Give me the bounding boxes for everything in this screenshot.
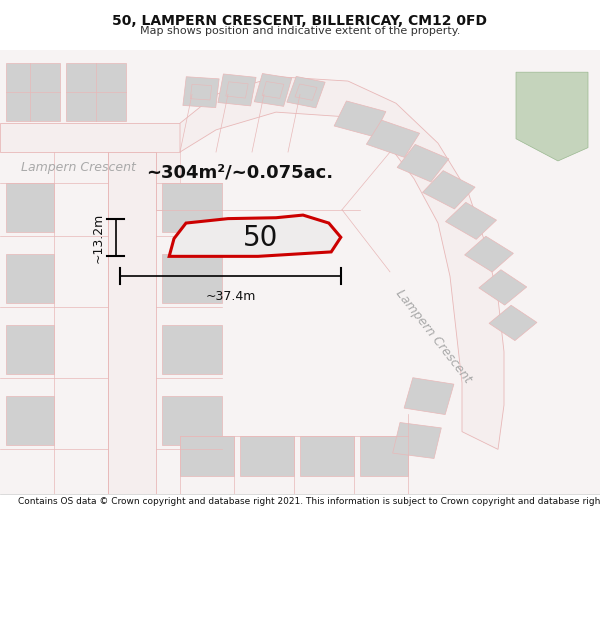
Bar	[6, 325, 54, 374]
Bar	[162, 183, 222, 232]
Polygon shape	[180, 77, 504, 449]
Text: ~304m²/~0.075ac.: ~304m²/~0.075ac.	[146, 163, 334, 181]
Bar	[162, 396, 222, 445]
Polygon shape	[295, 84, 317, 100]
Text: Contains OS data © Crown copyright and database right 2021. This information is : Contains OS data © Crown copyright and d…	[18, 497, 600, 506]
Bar	[6, 254, 54, 303]
Text: 50: 50	[244, 224, 278, 252]
Polygon shape	[108, 152, 156, 494]
Text: Lampern Crescent: Lampern Crescent	[393, 287, 474, 386]
Bar	[162, 325, 222, 374]
Polygon shape	[392, 422, 442, 459]
Polygon shape	[254, 74, 292, 106]
Polygon shape	[404, 378, 454, 414]
Polygon shape	[190, 84, 212, 100]
Bar	[6, 396, 54, 445]
Polygon shape	[226, 82, 248, 98]
Bar	[240, 436, 294, 476]
Bar	[162, 254, 222, 303]
Text: ~37.4m: ~37.4m	[205, 289, 256, 302]
Polygon shape	[218, 74, 256, 106]
Polygon shape	[6, 63, 60, 121]
Bar	[180, 436, 234, 476]
Polygon shape	[169, 215, 341, 256]
Polygon shape	[422, 171, 475, 209]
Polygon shape	[397, 144, 449, 182]
Polygon shape	[445, 202, 497, 239]
Polygon shape	[334, 101, 386, 137]
Polygon shape	[156, 152, 180, 210]
Polygon shape	[287, 76, 325, 108]
Text: Map shows position and indicative extent of the property.: Map shows position and indicative extent…	[140, 26, 460, 36]
Bar	[360, 436, 408, 476]
Text: ~13.2m: ~13.2m	[92, 213, 105, 262]
Text: Lampern Crescent: Lampern Crescent	[21, 161, 136, 174]
Polygon shape	[489, 305, 537, 341]
Polygon shape	[66, 63, 126, 121]
Bar	[300, 436, 354, 476]
Text: 50, LAMPERN CRESCENT, BILLERICAY, CM12 0FD: 50, LAMPERN CRESCENT, BILLERICAY, CM12 0…	[113, 14, 487, 28]
Bar	[6, 183, 54, 232]
Polygon shape	[479, 270, 527, 305]
Polygon shape	[183, 77, 219, 108]
Polygon shape	[0, 123, 180, 152]
Polygon shape	[367, 120, 419, 158]
Polygon shape	[516, 72, 588, 161]
Polygon shape	[262, 81, 284, 98]
Polygon shape	[464, 236, 514, 272]
